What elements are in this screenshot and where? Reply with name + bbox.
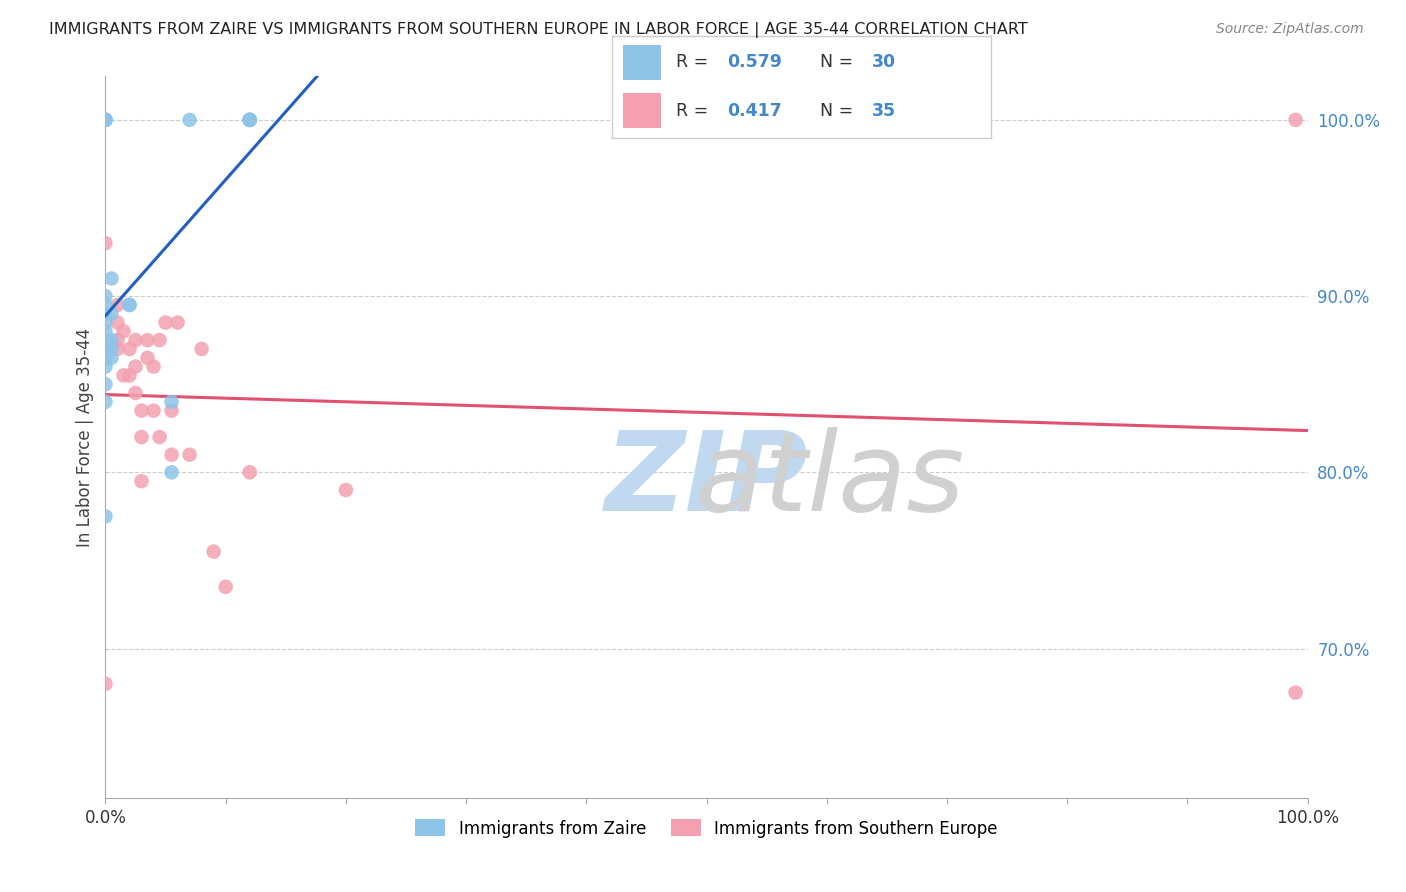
Point [155,316,177,330]
Text: N =: N = [821,102,859,120]
Point [112,368,135,383]
Point [94,307,117,321]
Point [94,342,117,356]
Point [94,289,117,303]
Point [118,298,141,312]
Point [94,377,117,392]
Point [94,677,117,691]
Point [94,394,117,409]
Point [100,351,122,365]
Point [124,386,146,401]
Point [124,333,146,347]
Point [118,368,141,383]
Text: R =: R = [676,53,714,70]
Text: Source: ZipAtlas.com: Source: ZipAtlas.com [1216,22,1364,37]
Point [239,466,262,480]
Point [94,509,117,524]
Point [202,544,225,558]
Text: IMMIGRANTS FROM ZAIRE VS IMMIGRANTS FROM SOUTHERN EUROPE IN LABOR FORCE | AGE 35: IMMIGRANTS FROM ZAIRE VS IMMIGRANTS FROM… [49,22,1028,38]
Y-axis label: In Labor Force | Age 35-44: In Labor Force | Age 35-44 [76,327,94,547]
Point [124,359,146,374]
Point [239,112,262,127]
Point [100,333,122,347]
Point [214,580,236,594]
Point [179,448,201,462]
Text: atlas: atlas [449,427,965,534]
Point [239,112,262,127]
Point [136,333,159,347]
Point [94,112,117,127]
Point [94,236,117,251]
Point [148,333,170,347]
Point [94,333,117,347]
Point [107,333,129,347]
Point [335,483,357,497]
Bar [623,93,661,128]
Legend: Immigrants from Zaire, Immigrants from Southern Europe: Immigrants from Zaire, Immigrants from S… [409,813,1004,844]
Point [142,359,165,374]
Point [100,307,122,321]
Point [239,112,262,127]
Point [94,112,117,127]
Point [131,430,153,444]
Point [1284,685,1306,699]
Point [94,298,117,312]
Point [148,430,170,444]
Point [118,298,141,312]
Point [107,316,129,330]
Point [131,474,153,488]
Text: 0.417: 0.417 [727,102,782,120]
Point [100,271,122,285]
Point [136,351,159,365]
Point [160,466,183,480]
Point [94,359,117,374]
Text: N =: N = [821,53,859,70]
Point [179,112,201,127]
Point [94,324,117,338]
Point [94,316,117,330]
Point [131,403,153,417]
Text: 30: 30 [872,53,896,70]
Point [94,112,117,127]
Text: 0.579: 0.579 [727,53,782,70]
Text: 35: 35 [872,102,896,120]
Point [94,351,117,365]
Point [166,316,188,330]
Point [239,112,262,127]
Point [160,394,183,409]
Point [94,342,117,356]
Point [107,342,129,356]
Point [190,342,212,356]
Point [107,298,129,312]
Text: R =: R = [676,102,714,120]
Point [112,324,135,338]
Point [118,342,141,356]
Point [160,403,183,417]
Point [142,403,165,417]
Point [94,112,117,127]
Point [100,342,122,356]
Point [1284,112,1306,127]
Bar [623,45,661,79]
Point [160,448,183,462]
Text: ZIP: ZIP [605,427,808,534]
